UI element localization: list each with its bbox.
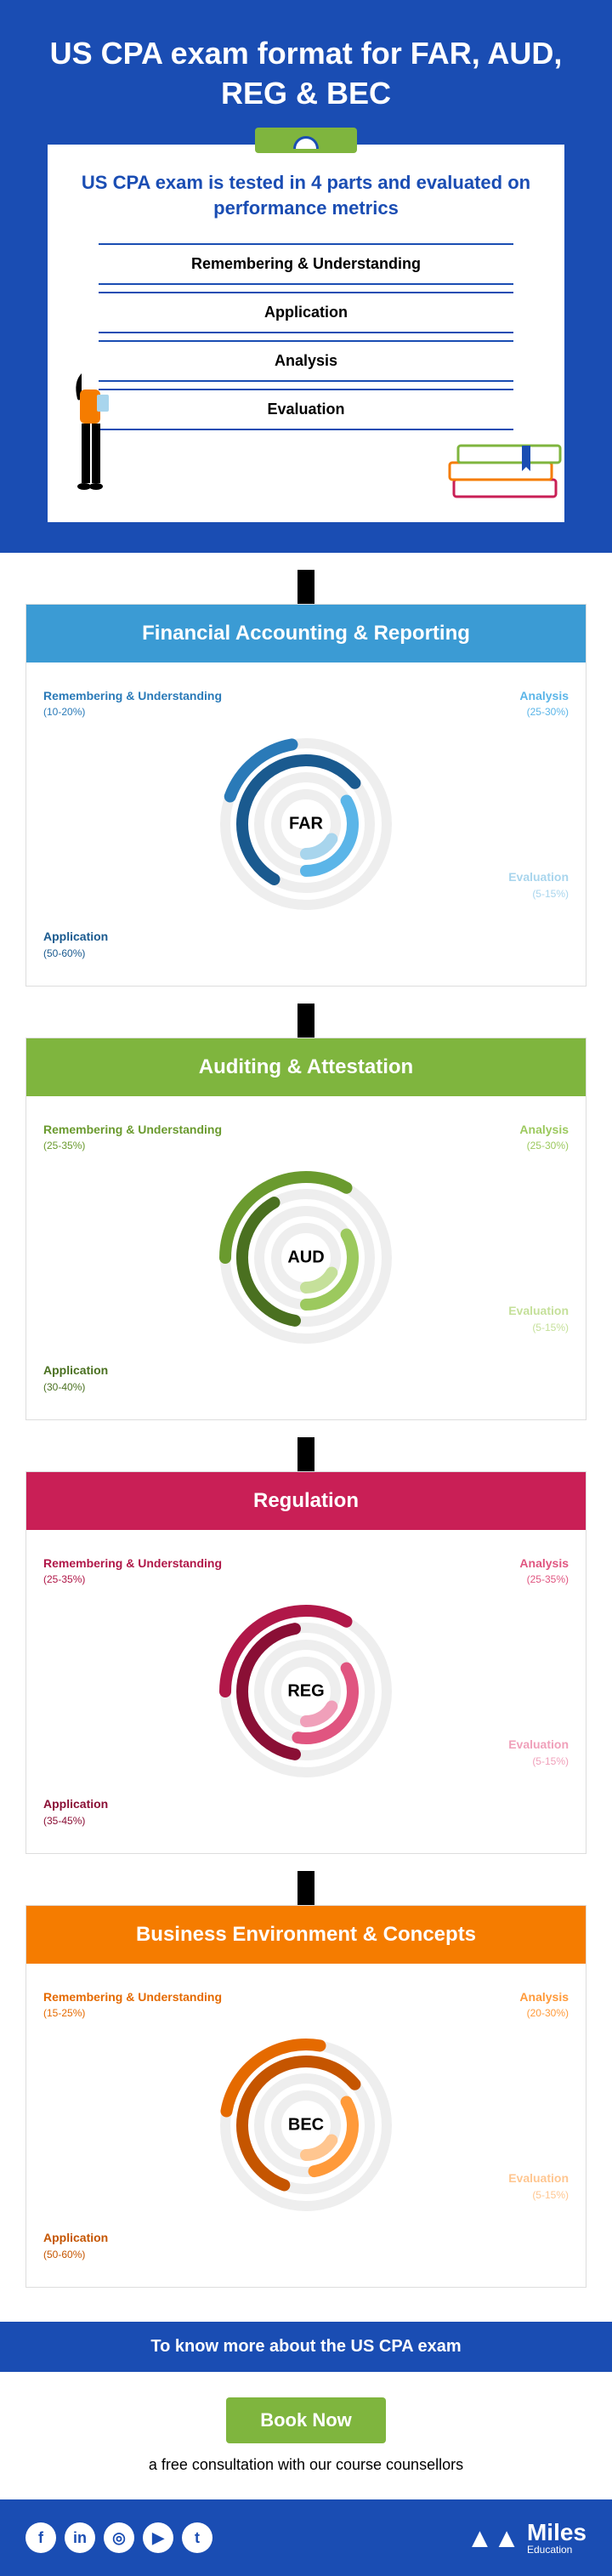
section-abbr: AUD xyxy=(287,1248,324,1268)
section-header: Regulation xyxy=(26,1472,586,1530)
metric-row: Remembering & Understanding xyxy=(99,243,513,285)
exam-section: Financial Accounting & Reporting Remembe… xyxy=(26,604,586,987)
label-remembering: Remembering & Understanding(25-35%) xyxy=(43,1555,222,1587)
logo-name: Miles xyxy=(527,2519,586,2545)
main-title: US CPA exam format for FAR, AUD, REG & B… xyxy=(26,34,586,114)
section-header: Business Environment & Concepts xyxy=(26,1906,586,1964)
label-application: Application(35-45%) xyxy=(43,1796,108,1828)
section-abbr: BEC xyxy=(288,2116,324,2135)
cta-section: Book Now a free consultation with our co… xyxy=(0,2372,612,2499)
section-body: Remembering & Understanding(10-20%) Appl… xyxy=(26,662,586,986)
sections-container: Financial Accounting & Reporting Remembe… xyxy=(0,553,612,2322)
logo: ▲▲ Miles Education xyxy=(467,2521,586,2555)
social-icon[interactable]: in xyxy=(65,2522,95,2553)
logo-sub: Education xyxy=(527,2545,586,2555)
exam-section: Business Environment & Concepts Remember… xyxy=(26,1905,586,2288)
metric-row: Analysis xyxy=(99,340,513,382)
label-remembering: Remembering & Understanding(15-25%) xyxy=(43,1989,222,2021)
exam-section: Regulation Remembering & Understanding(2… xyxy=(26,1471,586,1854)
label-application: Application(30-40%) xyxy=(43,1362,108,1394)
section-header: Financial Accounting & Reporting xyxy=(26,605,586,662)
section-body: Remembering & Understanding(25-35%) Appl… xyxy=(26,1530,586,1853)
person-illustration xyxy=(56,361,124,514)
label-evaluation: Evaluation(5-15%) xyxy=(508,2170,569,2202)
section-abbr: FAR xyxy=(289,815,323,834)
label-application: Application(50-60%) xyxy=(43,929,108,960)
label-application: Application(50-60%) xyxy=(43,2230,108,2261)
social-icon[interactable]: f xyxy=(26,2522,56,2553)
donut-chart: AUD xyxy=(212,1164,400,1351)
connector xyxy=(298,1004,314,1038)
book-now-button[interactable]: Book Now xyxy=(226,2397,386,2443)
social-icon[interactable]: t xyxy=(182,2522,212,2553)
logo-mark-icon: ▲▲ xyxy=(467,2522,520,2554)
clipboard: US CPA exam is tested in 4 parts and eva… xyxy=(42,139,570,528)
footer: fin ◎ ▶ t ▲▲ Miles Education xyxy=(0,2499,612,2576)
connector xyxy=(298,1437,314,1471)
donut-chart: REG xyxy=(212,1598,400,1785)
social-icon[interactable]: ▶ xyxy=(143,2522,173,2553)
subtitle: US CPA exam is tested in 4 parts and eva… xyxy=(65,170,547,223)
section-body: Remembering & Understanding(25-35%) Appl… xyxy=(26,1096,586,1419)
label-analysis: Analysis(25-30%) xyxy=(519,1122,569,1153)
donut-chart: FAR xyxy=(212,731,400,918)
metric-row: Evaluation xyxy=(99,389,513,430)
donut-chart: BEC xyxy=(212,2032,400,2219)
section-header: Auditing & Attestation xyxy=(26,1038,586,1096)
cta-subtitle: a free consultation with our course coun… xyxy=(26,2456,586,2474)
label-remembering: Remembering & Understanding(10-20%) xyxy=(43,688,222,719)
label-evaluation: Evaluation(5-15%) xyxy=(508,1737,569,1768)
section-body: Remembering & Understanding(15-25%) Appl… xyxy=(26,1964,586,2287)
label-analysis: Analysis(25-30%) xyxy=(519,688,569,719)
metric-row: Application xyxy=(99,292,513,333)
connector xyxy=(298,570,314,604)
header: US CPA exam format for FAR, AUD, REG & B… xyxy=(0,0,612,553)
exam-section: Auditing & Attestation Remembering & Und… xyxy=(26,1038,586,1420)
connector xyxy=(298,1871,314,1905)
intro-scene xyxy=(65,437,547,488)
social-icon[interactable]: ◎ xyxy=(104,2522,134,2553)
label-analysis: Analysis(20-30%) xyxy=(519,1989,569,2021)
label-remembering: Remembering & Understanding(25-35%) xyxy=(43,1122,222,1153)
label-analysis: Analysis(25-35%) xyxy=(519,1555,569,1587)
label-evaluation: Evaluation(5-15%) xyxy=(508,869,569,901)
books-illustration xyxy=(445,429,564,514)
cta-bar: To know more about the US CPA exam xyxy=(0,2322,612,2372)
label-evaluation: Evaluation(5-15%) xyxy=(508,1303,569,1334)
social-icons: fin ◎ ▶ t xyxy=(26,2522,212,2553)
section-abbr: REG xyxy=(287,1682,324,1702)
